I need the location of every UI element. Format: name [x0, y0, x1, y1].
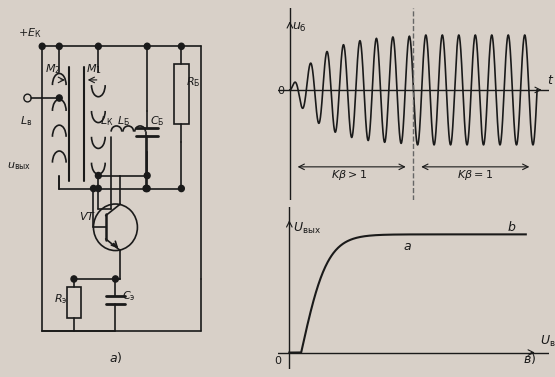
Circle shape — [90, 185, 97, 192]
Text: $a$: $a$ — [403, 239, 412, 253]
Text: $u_{\rm вых}$: $u_{\rm вых}$ — [7, 160, 31, 172]
Text: $U_{\rm вых}$: $U_{\rm вых}$ — [293, 221, 321, 236]
Text: $L_{\rm в}$: $L_{\rm в}$ — [20, 114, 33, 128]
Text: $K\beta = 1$: $K\beta = 1$ — [457, 168, 493, 182]
FancyBboxPatch shape — [174, 64, 189, 124]
Text: $VT$: $VT$ — [79, 210, 96, 222]
Circle shape — [57, 43, 62, 49]
Text: $b$: $b$ — [507, 220, 516, 234]
Circle shape — [179, 43, 184, 49]
Circle shape — [144, 185, 150, 192]
Text: $t$: $t$ — [547, 74, 554, 87]
Text: $б)$: $б)$ — [522, 223, 536, 239]
Text: $U_{\rm вх}$: $U_{\rm вх}$ — [540, 334, 555, 349]
Circle shape — [113, 276, 118, 282]
Text: $R_{\rm Б}$: $R_{\rm Б}$ — [186, 75, 201, 89]
Text: $u_{\rm б}$: $u_{\rm б}$ — [292, 21, 307, 34]
Text: $0$: $0$ — [274, 354, 282, 366]
Text: $M_1$: $M_1$ — [86, 62, 102, 76]
Text: $L_{\rm Б}$: $L_{\rm Б}$ — [117, 114, 130, 128]
Circle shape — [95, 185, 101, 192]
Circle shape — [95, 43, 101, 49]
Text: $в)$: $в)$ — [523, 351, 536, 366]
Text: $K\beta > 1$: $K\beta > 1$ — [331, 168, 367, 182]
Text: $M_2$: $M_2$ — [44, 62, 60, 76]
Circle shape — [71, 276, 77, 282]
Text: $+E_{\rm К}$: $+E_{\rm К}$ — [18, 26, 42, 40]
Text: $R_{\rm э}$: $R_{\rm э}$ — [54, 292, 68, 306]
Circle shape — [95, 172, 101, 179]
Text: $C_{\rm Б}$: $C_{\rm Б}$ — [150, 114, 164, 128]
Text: $а)$: $а)$ — [109, 350, 122, 365]
Circle shape — [144, 43, 150, 49]
Circle shape — [57, 95, 62, 101]
Circle shape — [143, 185, 149, 192]
Circle shape — [144, 172, 150, 179]
Text: $L_{\rm К}$: $L_{\rm К}$ — [99, 114, 113, 128]
Text: $C_{\rm э}$: $C_{\rm э}$ — [122, 290, 135, 303]
Circle shape — [179, 185, 184, 192]
FancyBboxPatch shape — [67, 287, 81, 318]
Circle shape — [39, 43, 45, 49]
Text: $0$: $0$ — [276, 84, 285, 96]
